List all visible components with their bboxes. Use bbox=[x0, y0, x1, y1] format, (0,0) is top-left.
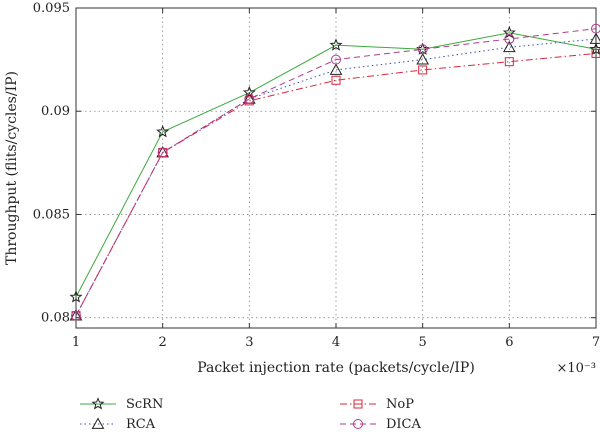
legend-marker bbox=[91, 397, 105, 410]
legend-label: NoP bbox=[386, 397, 414, 412]
axis-ticks: 1 2 3 4 5 6 7 0.08 0.085 0.09 0.095 bbox=[33, 1, 600, 350]
legend-label: RCA bbox=[126, 417, 156, 432]
legend-item-dica: DICA bbox=[340, 417, 422, 432]
series-group bbox=[69, 23, 600, 321]
y-tick-label: 0.085 bbox=[33, 207, 70, 222]
data-point-rca bbox=[329, 63, 343, 75]
data-point-scrn bbox=[156, 125, 170, 138]
data-point-nop bbox=[591, 48, 600, 58]
legend-item-rca: RCA bbox=[80, 417, 156, 432]
data-point-dica bbox=[244, 93, 255, 104]
series-dica bbox=[71, 23, 600, 321]
legend-item-nop: NoP bbox=[340, 397, 414, 412]
series-scrn bbox=[69, 25, 600, 303]
legend-label: DICA bbox=[386, 417, 422, 432]
x-tick-label: 1 bbox=[72, 335, 80, 350]
legend-item-scrn: ScRN bbox=[80, 397, 163, 412]
data-point-dica bbox=[417, 44, 428, 55]
x-axis-title: Packet injection rate (packets/cycle/IP) bbox=[197, 360, 475, 376]
data-point-rca bbox=[416, 53, 430, 65]
data-point-nop bbox=[418, 65, 428, 75]
legend: ScRN RCA NoP DICA bbox=[80, 397, 422, 432]
data-point-scrn bbox=[69, 290, 83, 303]
series-line-scrn bbox=[75, 32, 597, 298]
legend-marker bbox=[91, 417, 105, 429]
x-axis-multiplier: ×10⁻³ bbox=[556, 361, 596, 376]
y-axis-title: Throughput (flits/cycles/IP) bbox=[4, 71, 20, 265]
x-tick-label: 5 bbox=[419, 335, 427, 350]
x-tick-label: 3 bbox=[245, 335, 253, 350]
y-tick-label: 0.09 bbox=[41, 104, 70, 119]
y-tick-label: 0.095 bbox=[33, 1, 70, 16]
data-point-scrn bbox=[242, 85, 256, 99]
data-point-dica bbox=[504, 33, 515, 44]
legend-label: ScRN bbox=[126, 397, 163, 412]
legend-marker bbox=[353, 399, 363, 409]
grid bbox=[76, 8, 596, 328]
x-tick-label: 6 bbox=[505, 335, 513, 350]
data-point-rca bbox=[502, 40, 516, 53]
legend-marker bbox=[353, 419, 363, 429]
data-point-dica bbox=[591, 23, 600, 34]
series-line-dica bbox=[75, 28, 597, 316]
data-point-dica bbox=[331, 54, 341, 65]
data-point-dica bbox=[157, 147, 168, 158]
data-point-scrn bbox=[329, 38, 343, 51]
data-point-dica bbox=[71, 310, 81, 321]
x-tick-label: 4 bbox=[332, 335, 340, 350]
data-point-nop bbox=[331, 75, 341, 85]
data-point-scrn bbox=[502, 25, 516, 39]
data-point-rca bbox=[589, 32, 600, 44]
y-tick-label: 0.08 bbox=[41, 311, 70, 326]
data-point-nop bbox=[504, 57, 514, 67]
x-tick-label: 7 bbox=[592, 335, 600, 350]
x-tick-label: 2 bbox=[159, 335, 167, 350]
